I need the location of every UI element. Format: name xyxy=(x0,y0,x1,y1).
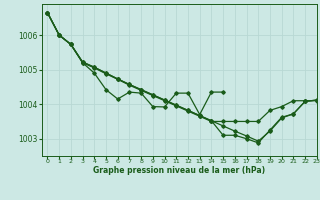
X-axis label: Graphe pression niveau de la mer (hPa): Graphe pression niveau de la mer (hPa) xyxy=(93,166,265,175)
